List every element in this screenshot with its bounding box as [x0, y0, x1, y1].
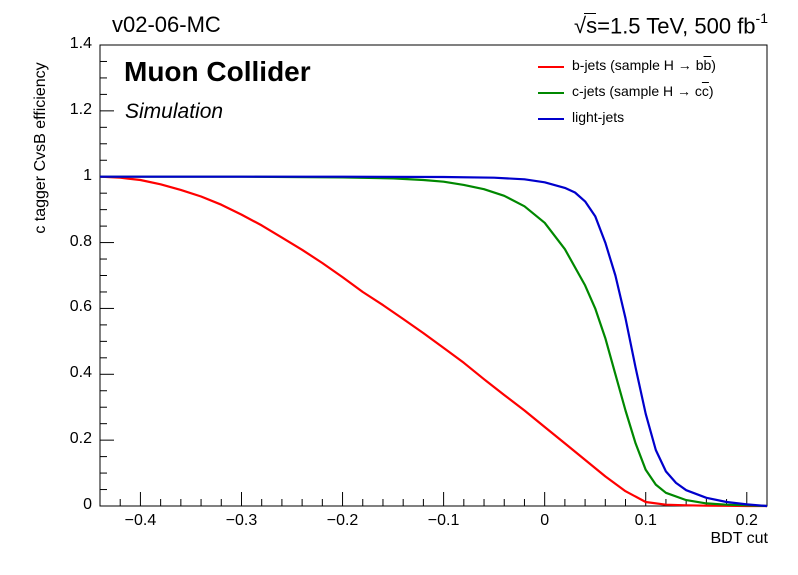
y-tick-label: 1: [83, 166, 92, 184]
legend-swatch-b-jets: [538, 66, 564, 68]
energy-text: =1.5 TeV, 500 fb: [597, 13, 756, 39]
y-tick-label: 0.8: [69, 232, 92, 250]
x-tick-label: −0.1: [427, 512, 460, 529]
x-tick-label: −0.4: [124, 512, 157, 529]
y-axis-label: c tagger CvsB efficiency: [32, 62, 49, 234]
x-tick-label: −0.2: [326, 512, 359, 529]
series-c-jets: [100, 175, 768, 508]
legend-swatch-light-jets: [538, 118, 564, 120]
series-light-jets: [100, 175, 768, 508]
x-tick-label: 0.1: [634, 512, 657, 529]
x-tick-label: 0: [540, 512, 550, 529]
energy-sup: -1: [755, 10, 768, 26]
y-tick-label: 1.4: [69, 35, 92, 52]
release-label: v02-06-MC: [112, 12, 221, 37]
series-layer: [99, 175, 768, 508]
energy-sqrt-arg: s: [586, 13, 598, 39]
y-tick-label: 0.6: [69, 298, 92, 316]
simulation-label: Simulation: [125, 100, 224, 123]
legend-label-light-jets: light-jets: [572, 109, 625, 125]
legend-label-b-jets: b-jets (sample H → bb): [572, 57, 716, 73]
plot-frame: [99, 44, 768, 507]
y-tick-label: 0.2: [69, 430, 92, 448]
x-tick-label: −0.3: [225, 512, 258, 529]
collaboration-title: Muon Collider: [124, 56, 311, 87]
energy-label: √ s=1.5 TeV, 500 fb-1: [574, 10, 768, 39]
x-tick-label: 0.2: [735, 512, 758, 529]
sqrt-symbol: √ s: [574, 13, 598, 39]
legend-swatch-c-jets: [538, 92, 564, 94]
y-tick-label: 0: [83, 496, 92, 513]
x-axis-label: BDT cut: [710, 530, 769, 547]
y-tick-label: 0.4: [69, 364, 92, 382]
legend-label-c-jets: c-jets (sample H → cc): [572, 83, 714, 99]
series-b-jets: [99, 175, 767, 508]
y-tick-label: 1.2: [69, 100, 92, 118]
